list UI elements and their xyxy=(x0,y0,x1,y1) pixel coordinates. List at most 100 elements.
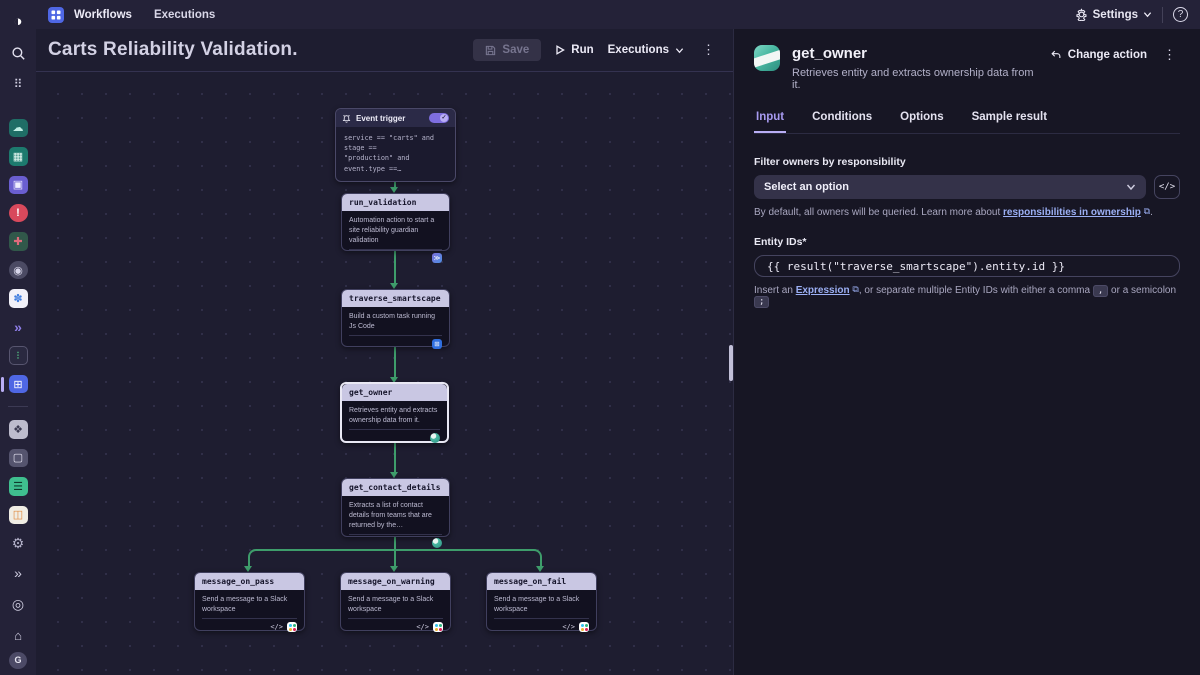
chevron-down-icon xyxy=(675,47,684,53)
chevron-down-icon xyxy=(1143,12,1152,18)
ownership-app-icon xyxy=(430,433,440,444)
sidebar-item-extensions[interactable]: ❖ xyxy=(8,420,28,439)
panel-tabs: Input Conditions Options Sample result xyxy=(754,107,1180,134)
workflow-editor: Carts Reliability Validation. Save Run E… xyxy=(36,29,733,675)
run-button[interactable]: Run xyxy=(555,44,594,56)
help-icon[interactable]: ? xyxy=(1173,7,1188,22)
node-run-validation[interactable]: run_validation Automation action to star… xyxy=(341,193,450,264)
page-title: Carts Reliability Validation. xyxy=(48,39,298,60)
edge-arrow xyxy=(390,283,398,289)
tab-input[interactable]: Input xyxy=(754,107,787,133)
node-title: get_contact_details xyxy=(342,479,449,496)
entity-help-text: Insert an Expression ⧉, or separate mult… xyxy=(754,284,1177,308)
sidebar-item-workflows[interactable]: ⊞ xyxy=(0,374,28,394)
node-message-on-fail[interactable]: message_on_fail Send a message to a Slac… xyxy=(486,572,597,633)
action-subtitle: Retrieves entity and extracts ownership … xyxy=(792,67,1034,91)
workflow-canvas[interactable]: Event trigger ✓ service == "carts" and s… xyxy=(36,72,733,674)
sidebar-item-buckets[interactable]: ◫ xyxy=(8,505,28,525)
comma-key: , xyxy=(1092,285,1109,297)
play-icon xyxy=(556,45,566,55)
sidebar-item-site-reliability-guardian[interactable]: ⁝ xyxy=(8,346,28,365)
sidebar-item-dashboards[interactable]: ▦ xyxy=(8,147,28,166)
sidebar-item-settings-app[interactable]: ✽ xyxy=(8,289,28,308)
trigger-title: Event trigger xyxy=(356,113,406,123)
expand-rail-icon[interactable]: » xyxy=(14,565,22,582)
academy-icon[interactable]: ⌂ xyxy=(14,628,22,644)
node-message-on-pass[interactable]: message_on_pass Send a message to a Slac… xyxy=(194,572,305,633)
expression-link[interactable]: Expression xyxy=(795,285,850,296)
sidebar-item-grail-storage[interactable]: ☰ xyxy=(8,477,28,496)
sidebar-item-hosts-classic[interactable]: ▢ xyxy=(8,448,28,468)
edge-branch-right-drop xyxy=(540,557,542,566)
change-action-button[interactable]: Change action xyxy=(1050,49,1147,61)
node-description: Send a message to a Slack workspace xyxy=(494,596,580,614)
entity-ids-input[interactable]: {{ result("traverse_smartscape").entity.… xyxy=(754,255,1180,277)
tab-sample-result[interactable]: Sample result xyxy=(971,111,1048,123)
node-get-owner[interactable]: get_owner Retrieves entity and extracts … xyxy=(340,382,449,444)
edge-arrow xyxy=(536,566,544,572)
top-bar: Workflows Executions Settings ? xyxy=(36,0,1200,29)
executions-dropdown[interactable]: Executions xyxy=(608,44,684,56)
chevron-down-icon xyxy=(1126,184,1136,191)
workflows-app-icon xyxy=(48,6,64,23)
slack-icon xyxy=(579,622,589,633)
node-title: message_on_pass xyxy=(195,573,304,590)
semicolon-key: ; xyxy=(754,296,770,308)
code-icon: </> xyxy=(416,623,429,632)
sidebar-item-davis-copilot[interactable]: ◉ xyxy=(8,260,28,280)
node-description: Automation action to start a site reliab… xyxy=(349,217,435,245)
code-icon: </> xyxy=(562,623,575,632)
dynatrace-logo-icon[interactable]: ◑ xyxy=(13,13,23,31)
tab-conditions[interactable]: Conditions xyxy=(812,111,873,123)
tab-workflows[interactable]: Workflows xyxy=(74,8,132,21)
settings-menu[interactable]: Settings xyxy=(1075,8,1152,21)
save-button[interactable]: Save xyxy=(473,39,542,61)
node-traverse-smartscape[interactable]: traverse_smartscape Build a custom task … xyxy=(341,289,450,350)
node-event-trigger[interactable]: Event trigger ✓ service == "carts" and s… xyxy=(335,108,456,182)
sidebar-item-infrastructure[interactable]: ▣ xyxy=(8,175,28,195)
panel-resize-handle[interactable] xyxy=(729,345,733,381)
responsibilities-link[interactable]: responsibilities in ownership xyxy=(1003,207,1141,218)
node-title: run_validation xyxy=(342,194,449,211)
edge-arrow xyxy=(390,377,398,383)
edge-run-traverse xyxy=(394,251,396,284)
edge-contact-split xyxy=(394,537,396,551)
settings-label: Settings xyxy=(1092,8,1138,21)
tab-executions[interactable]: Executions xyxy=(153,8,216,21)
sidebar-item-launchpads[interactable]: » xyxy=(14,319,22,336)
alarm-bell-icon xyxy=(342,114,351,123)
sidebar-item-settings-classic[interactable]: ⚙ xyxy=(11,534,25,551)
external-link-icon: ⧉ xyxy=(852,284,859,294)
more-options-icon[interactable]: ⋮ xyxy=(702,42,715,57)
expression-mode-button[interactable]: </> xyxy=(1154,175,1180,199)
tab-options[interactable]: Options xyxy=(900,111,944,123)
sidebar-item-security[interactable]: ✚ xyxy=(8,232,28,251)
apps-grid-icon[interactable]: ⠿ xyxy=(13,77,23,92)
search-icon[interactable] xyxy=(7,42,29,63)
site-reliability-guardian-icon: ≫ xyxy=(432,253,442,264)
ownership-app-icon xyxy=(432,538,442,549)
node-description: Retrieves entity and extracts ownership … xyxy=(349,407,438,425)
node-description: Send a message to a Slack workspace xyxy=(202,596,288,614)
edge-arrow xyxy=(390,566,398,572)
trigger-condition: service == "carts" and stage == "product… xyxy=(344,134,435,173)
responsibility-select[interactable]: Select an option xyxy=(754,175,1146,199)
action-detail-panel: get_owner Retrieves entity and extracts … xyxy=(733,29,1200,675)
support-icon[interactable]: ◎ xyxy=(11,596,25,613)
node-title: message_on_warning xyxy=(341,573,450,590)
node-title: get_owner xyxy=(342,384,447,401)
js-code-icon: ⊞ xyxy=(432,339,442,350)
user-avatar[interactable]: G xyxy=(9,651,27,670)
sidebar-item-clouds[interactable]: ☁ xyxy=(8,118,28,138)
save-icon xyxy=(486,45,496,55)
filter-help-text: By default, all owners will be queried. … xyxy=(754,206,1153,218)
node-message-on-warning[interactable]: message_on_warning Send a message to a S… xyxy=(340,572,451,633)
trigger-toggle[interactable]: ✓ xyxy=(429,113,449,123)
node-description: Extracts a list of contact details from … xyxy=(349,502,432,530)
code-icon: </> xyxy=(270,623,283,632)
slack-icon xyxy=(433,622,443,633)
sidebar-item-problems[interactable]: ! xyxy=(8,204,28,223)
more-options-icon[interactable]: ⋮ xyxy=(1163,47,1176,62)
node-get-contact-details[interactable]: get_contact_details Extracts a list of c… xyxy=(341,478,450,549)
edge-arrow xyxy=(390,187,398,193)
